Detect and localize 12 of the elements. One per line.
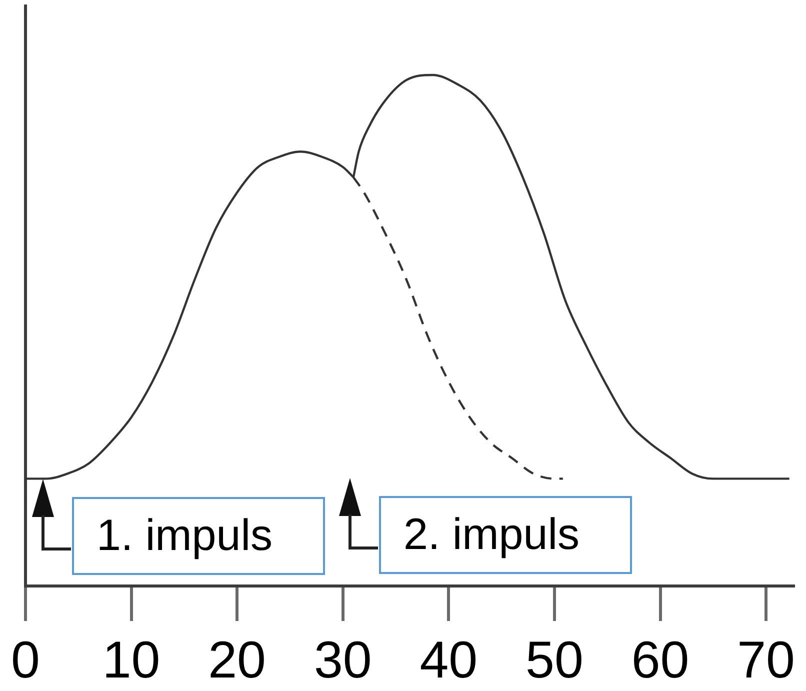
- callout-box: 2. impuls: [379, 496, 632, 574]
- annotation: 1. impuls: [96, 510, 273, 561]
- callout-box: 1. impuls: [72, 496, 325, 575]
- x-tick-label: 30: [314, 632, 372, 690]
- x-tick-label: 60: [631, 632, 690, 690]
- x-tick-label: 40: [420, 632, 478, 690]
- x-tick-label: 20: [208, 632, 266, 690]
- x-tick-label: 70: [737, 632, 795, 690]
- annotation: 2. impuls: [403, 510, 580, 560]
- x-tick-label: 10: [102, 632, 160, 690]
- x-tick-label: 50: [526, 632, 584, 690]
- x-tick-label: 0: [11, 632, 40, 690]
